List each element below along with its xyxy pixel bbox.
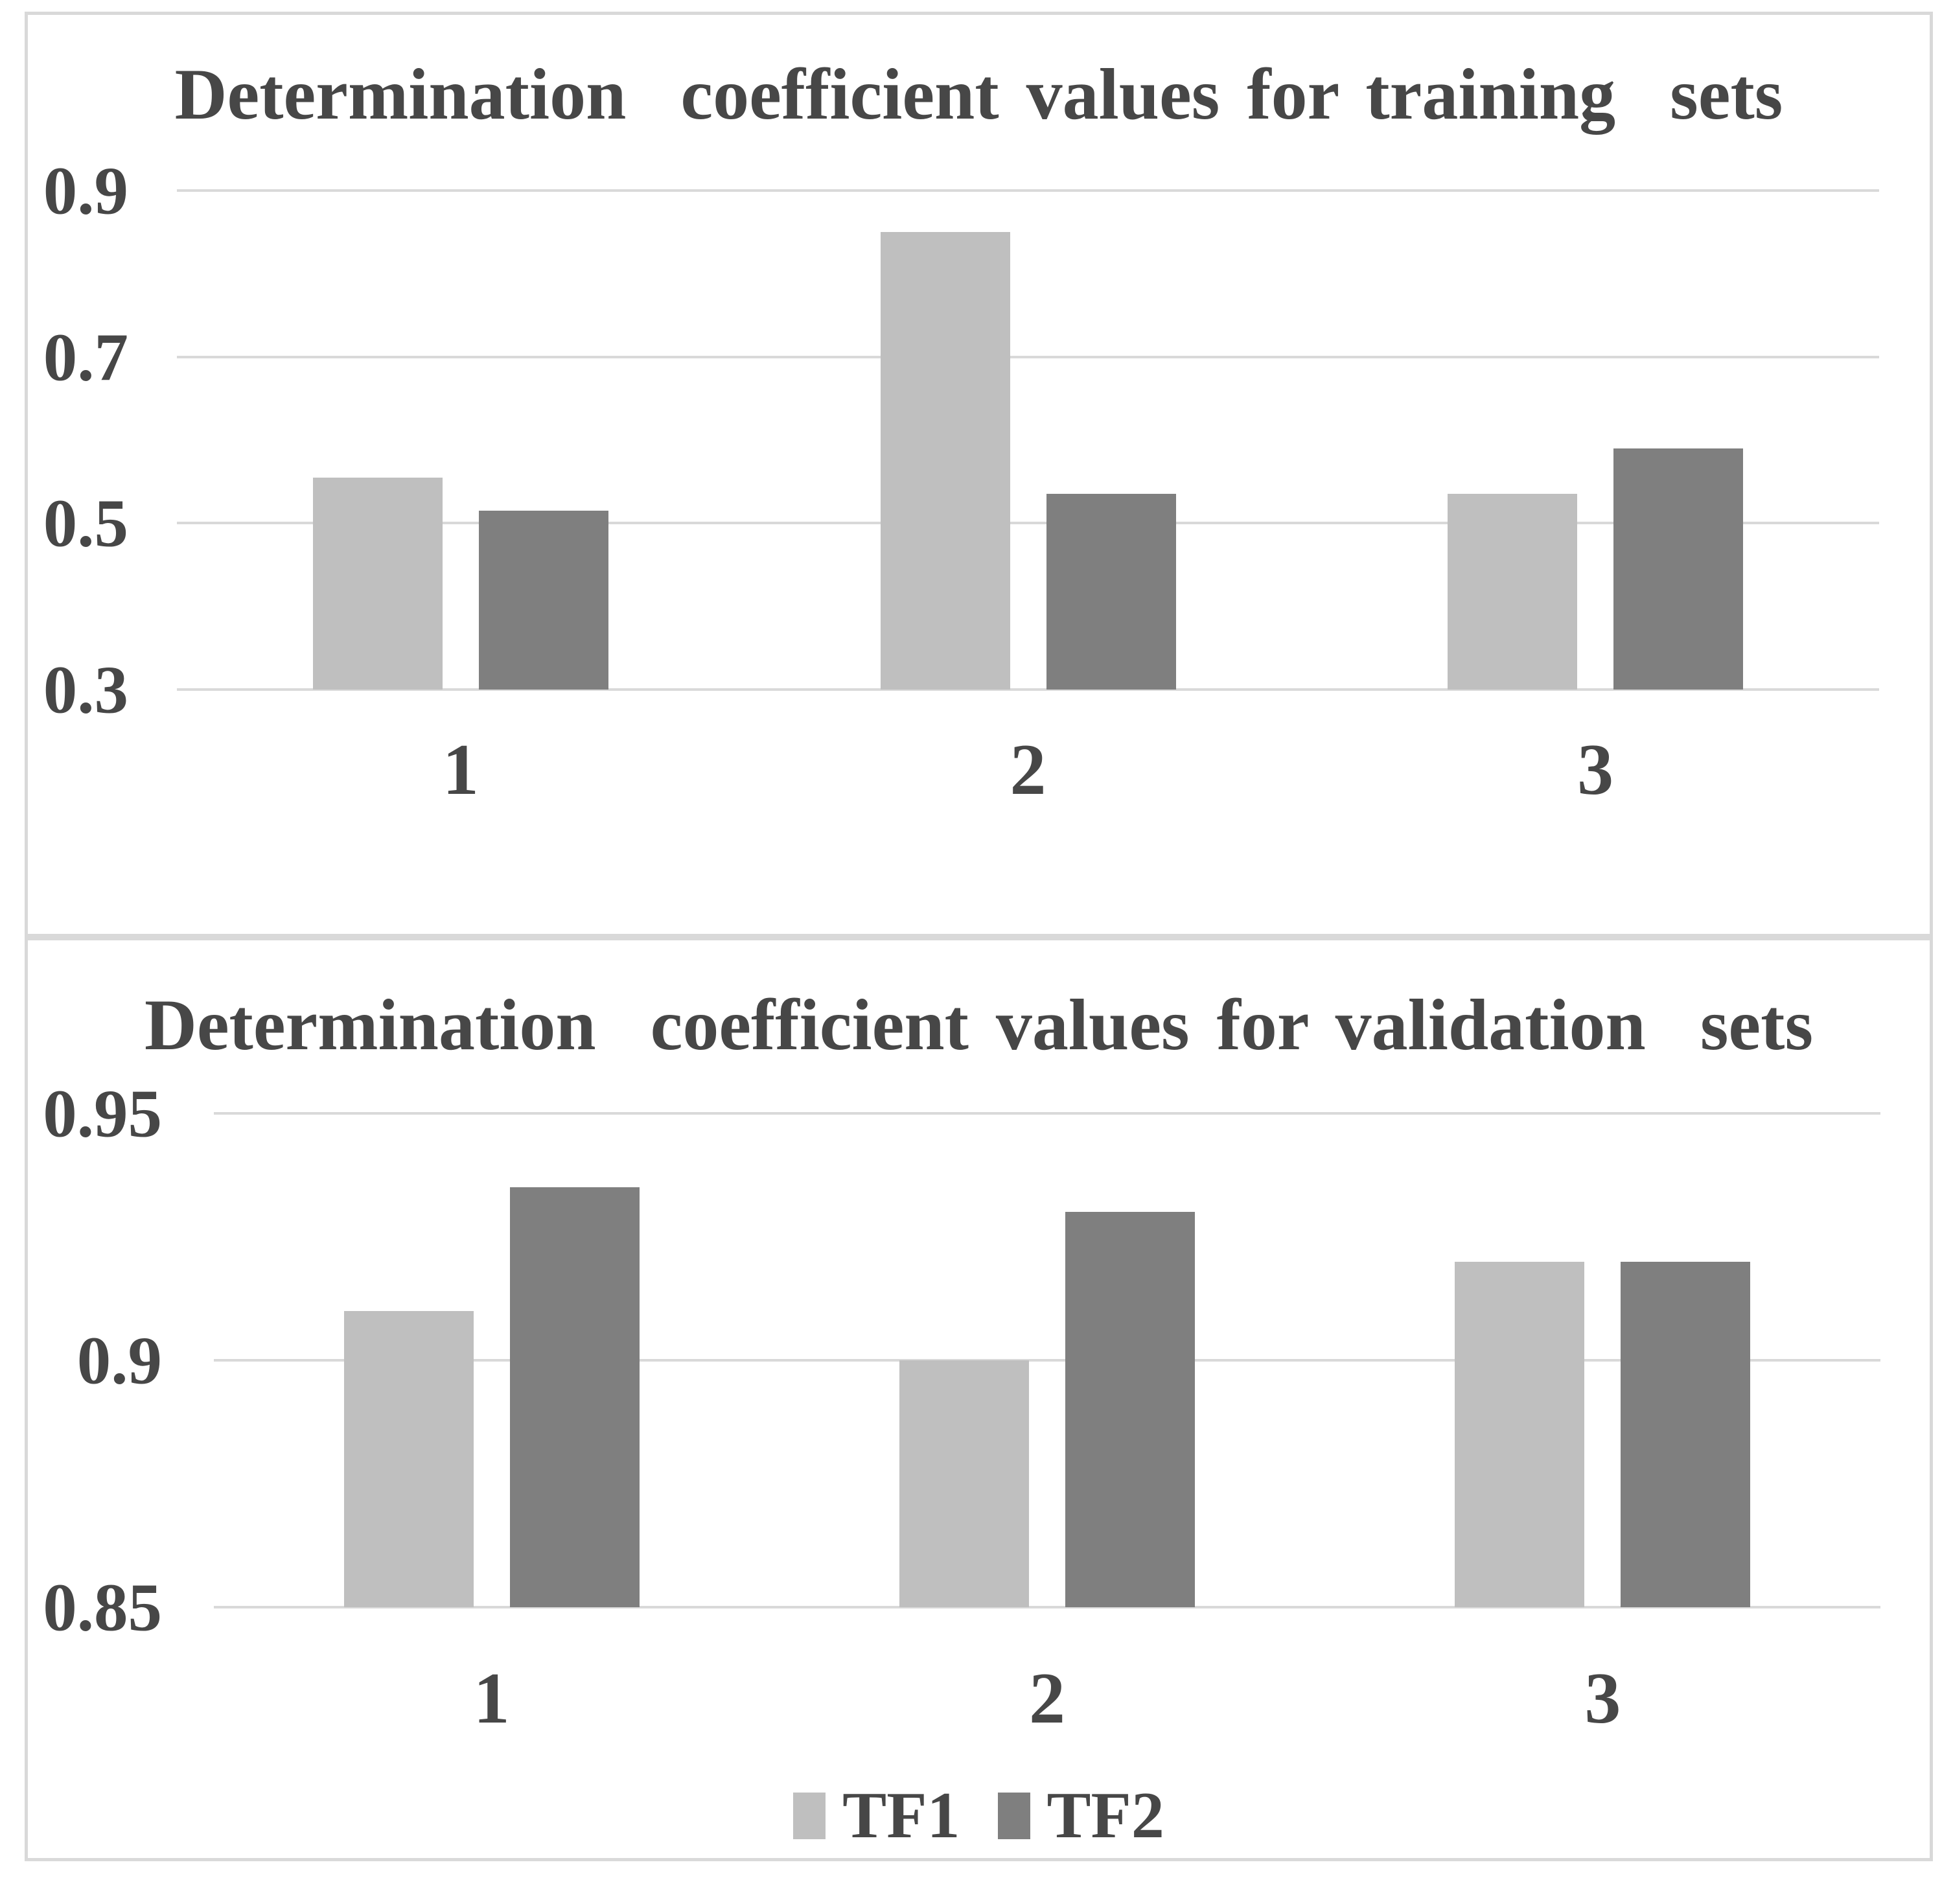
bar-tf1-cat1 (343, 1310, 474, 1607)
x-tick-label: 1 (473, 1658, 510, 1739)
y-tick-label: 0.9 (76, 1322, 162, 1399)
x-tick-label: 2 (1029, 1658, 1065, 1739)
bar-tf1-cat3 (1455, 1261, 1585, 1607)
x-axis-labels: 1 2 3 (177, 718, 1879, 822)
gridline (214, 1359, 1880, 1362)
bar-tf2-cat1 (478, 511, 608, 690)
gridline (214, 1606, 1880, 1608)
legend-label-tf1: TF1 (842, 1779, 960, 1852)
bar-tf2-cat2 (1046, 494, 1176, 690)
legend-item-tf2: TF2 (997, 1779, 1164, 1852)
gridline (177, 355, 1879, 358)
x-axis-labels: 1 2 3 (214, 1647, 1880, 1750)
bar-tf1-cat3 (1448, 494, 1578, 690)
plot-area (177, 189, 1879, 691)
gridline (177, 522, 1879, 525)
gridline (177, 189, 1879, 192)
x-tick-label: 1 (442, 730, 479, 810)
y-tick-label: 0.3 (43, 651, 128, 728)
plot-area (214, 1112, 1880, 1608)
training-chart-panel: Determination coefficient values for tra… (25, 12, 1933, 937)
legend-item-tf1: TF1 (793, 1783, 960, 1849)
y-tick-label: 0.5 (43, 485, 128, 561)
chart-title: Determination coefficient values for tra… (174, 54, 1783, 135)
y-tick-label: 0.9 (43, 152, 128, 229)
y-tick-label: 0.7 (43, 319, 128, 395)
bar-tf2-cat3 (1621, 1261, 1751, 1607)
y-tick-label: 0.95 (43, 1075, 162, 1152)
tf1-swatch-icon (793, 1793, 826, 1839)
legend: TF1 TF2 (28, 1780, 1930, 1852)
bar-tf2-cat1 (509, 1187, 640, 1607)
gridline (177, 688, 1879, 691)
tf2-swatch-icon (997, 1793, 1030, 1839)
x-tick-label: 2 (1010, 730, 1046, 810)
chart-title: Determination coefficient values for val… (144, 985, 1814, 1065)
bar-tf1-cat2 (899, 1360, 1029, 1607)
bar-tf2-cat3 (1613, 448, 1744, 690)
y-tick-label: 0.85 (43, 1569, 162, 1645)
y-axis-labels: 0.9 0.7 0.5 0.3 (41, 157, 128, 724)
legend-label-tf2: TF2 (1046, 1779, 1164, 1852)
y-axis-labels: 0.95 0.9 0.85 (41, 1080, 162, 1642)
x-tick-label: 3 (1584, 1658, 1621, 1739)
x-tick-label: 3 (1577, 730, 1614, 810)
bar-tf1-cat2 (880, 232, 1010, 690)
gridline (214, 1112, 1880, 1115)
bar-tf1-cat1 (312, 477, 443, 690)
bar-tf2-cat2 (1065, 1212, 1195, 1607)
validation-chart-panel: Determination coefficient values for val… (25, 937, 1933, 1861)
